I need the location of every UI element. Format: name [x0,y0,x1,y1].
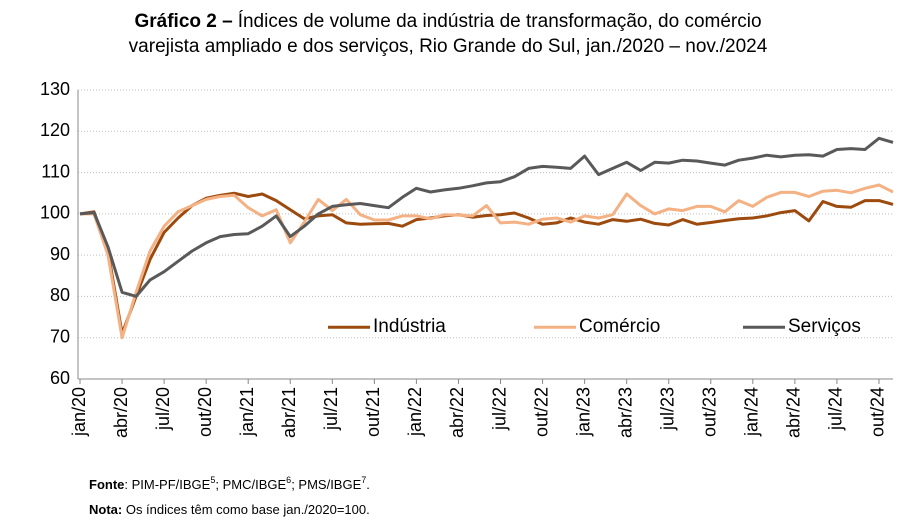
x-tick-label: abr/23 [615,387,635,438]
note-label: Nota: [89,502,122,517]
x-tick-label: jul/24 [826,387,846,431]
sup: 6 [286,475,291,485]
legend-label: Indústria [373,316,446,337]
x-tick-label: jan/20 [69,387,89,437]
y-tick-label: 90 [50,244,70,264]
x-tick-label: jul/23 [657,387,677,431]
x-tick-label: jan/23 [573,387,593,437]
legend-label: Serviços [788,316,861,337]
x-tick-label: abr/24 [784,387,804,438]
source-text: . [366,477,370,492]
source: Fonte: PIM-PF/IBGE5; PMC/IBGE6; PMS/IBGE… [89,475,370,492]
x-tick-label: jul/22 [489,387,509,431]
series-line [80,183,894,340]
source-text: ; PMS/IBGE [291,477,361,492]
source-label: Fonte [89,477,124,492]
title-number: Gráfico 2 – [134,11,232,32]
sup: 7 [361,475,366,485]
title-line: varejista ampliado e dos serviços, Rio G… [129,36,768,57]
x-tick-label: jul/21 [321,387,341,431]
source-text: : PIM-PF/IBGE [124,477,210,492]
x-tick-label: abr/20 [111,387,131,438]
y-tick-label: 100 [40,203,70,223]
y-tick-label: 110 [41,161,70,181]
y-tick-label: 120 [40,120,70,140]
x-tick-label: abr/22 [447,387,467,438]
note: Nota: Os índices têm como base jan./2020… [89,502,370,517]
chart-title: Gráfico 2 – Índices de volume da indústri… [134,11,761,32]
legend-label: Comércio [579,316,660,337]
x-tick-label: out/22 [531,387,551,437]
y-tick-label: 130 [40,79,70,99]
x-tick-label: out/24 [868,387,888,437]
title-line: Índices de volume da indústria de transf… [238,11,762,32]
x-tick-label: jan/24 [742,387,762,437]
source-text: ; PMC/IBGE [215,477,286,492]
x-tick-label: out/23 [700,387,720,437]
y-tick-label: 70 [50,326,70,346]
y-tick-label: 80 [50,285,70,305]
series-line [79,136,894,298]
x-tick-label: jan/21 [237,387,257,437]
y-tick-label: 60 [50,368,70,388]
x-tick-label: jul/20 [153,387,173,431]
note-text: Os índices têm como base jan./2020=100. [122,502,370,517]
x-tick-label: abr/21 [279,387,299,438]
x-tick-label: out/20 [195,387,215,437]
sup: 5 [210,475,215,485]
x-tick-label: out/21 [363,387,383,437]
x-tick-label: jan/22 [405,387,425,437]
